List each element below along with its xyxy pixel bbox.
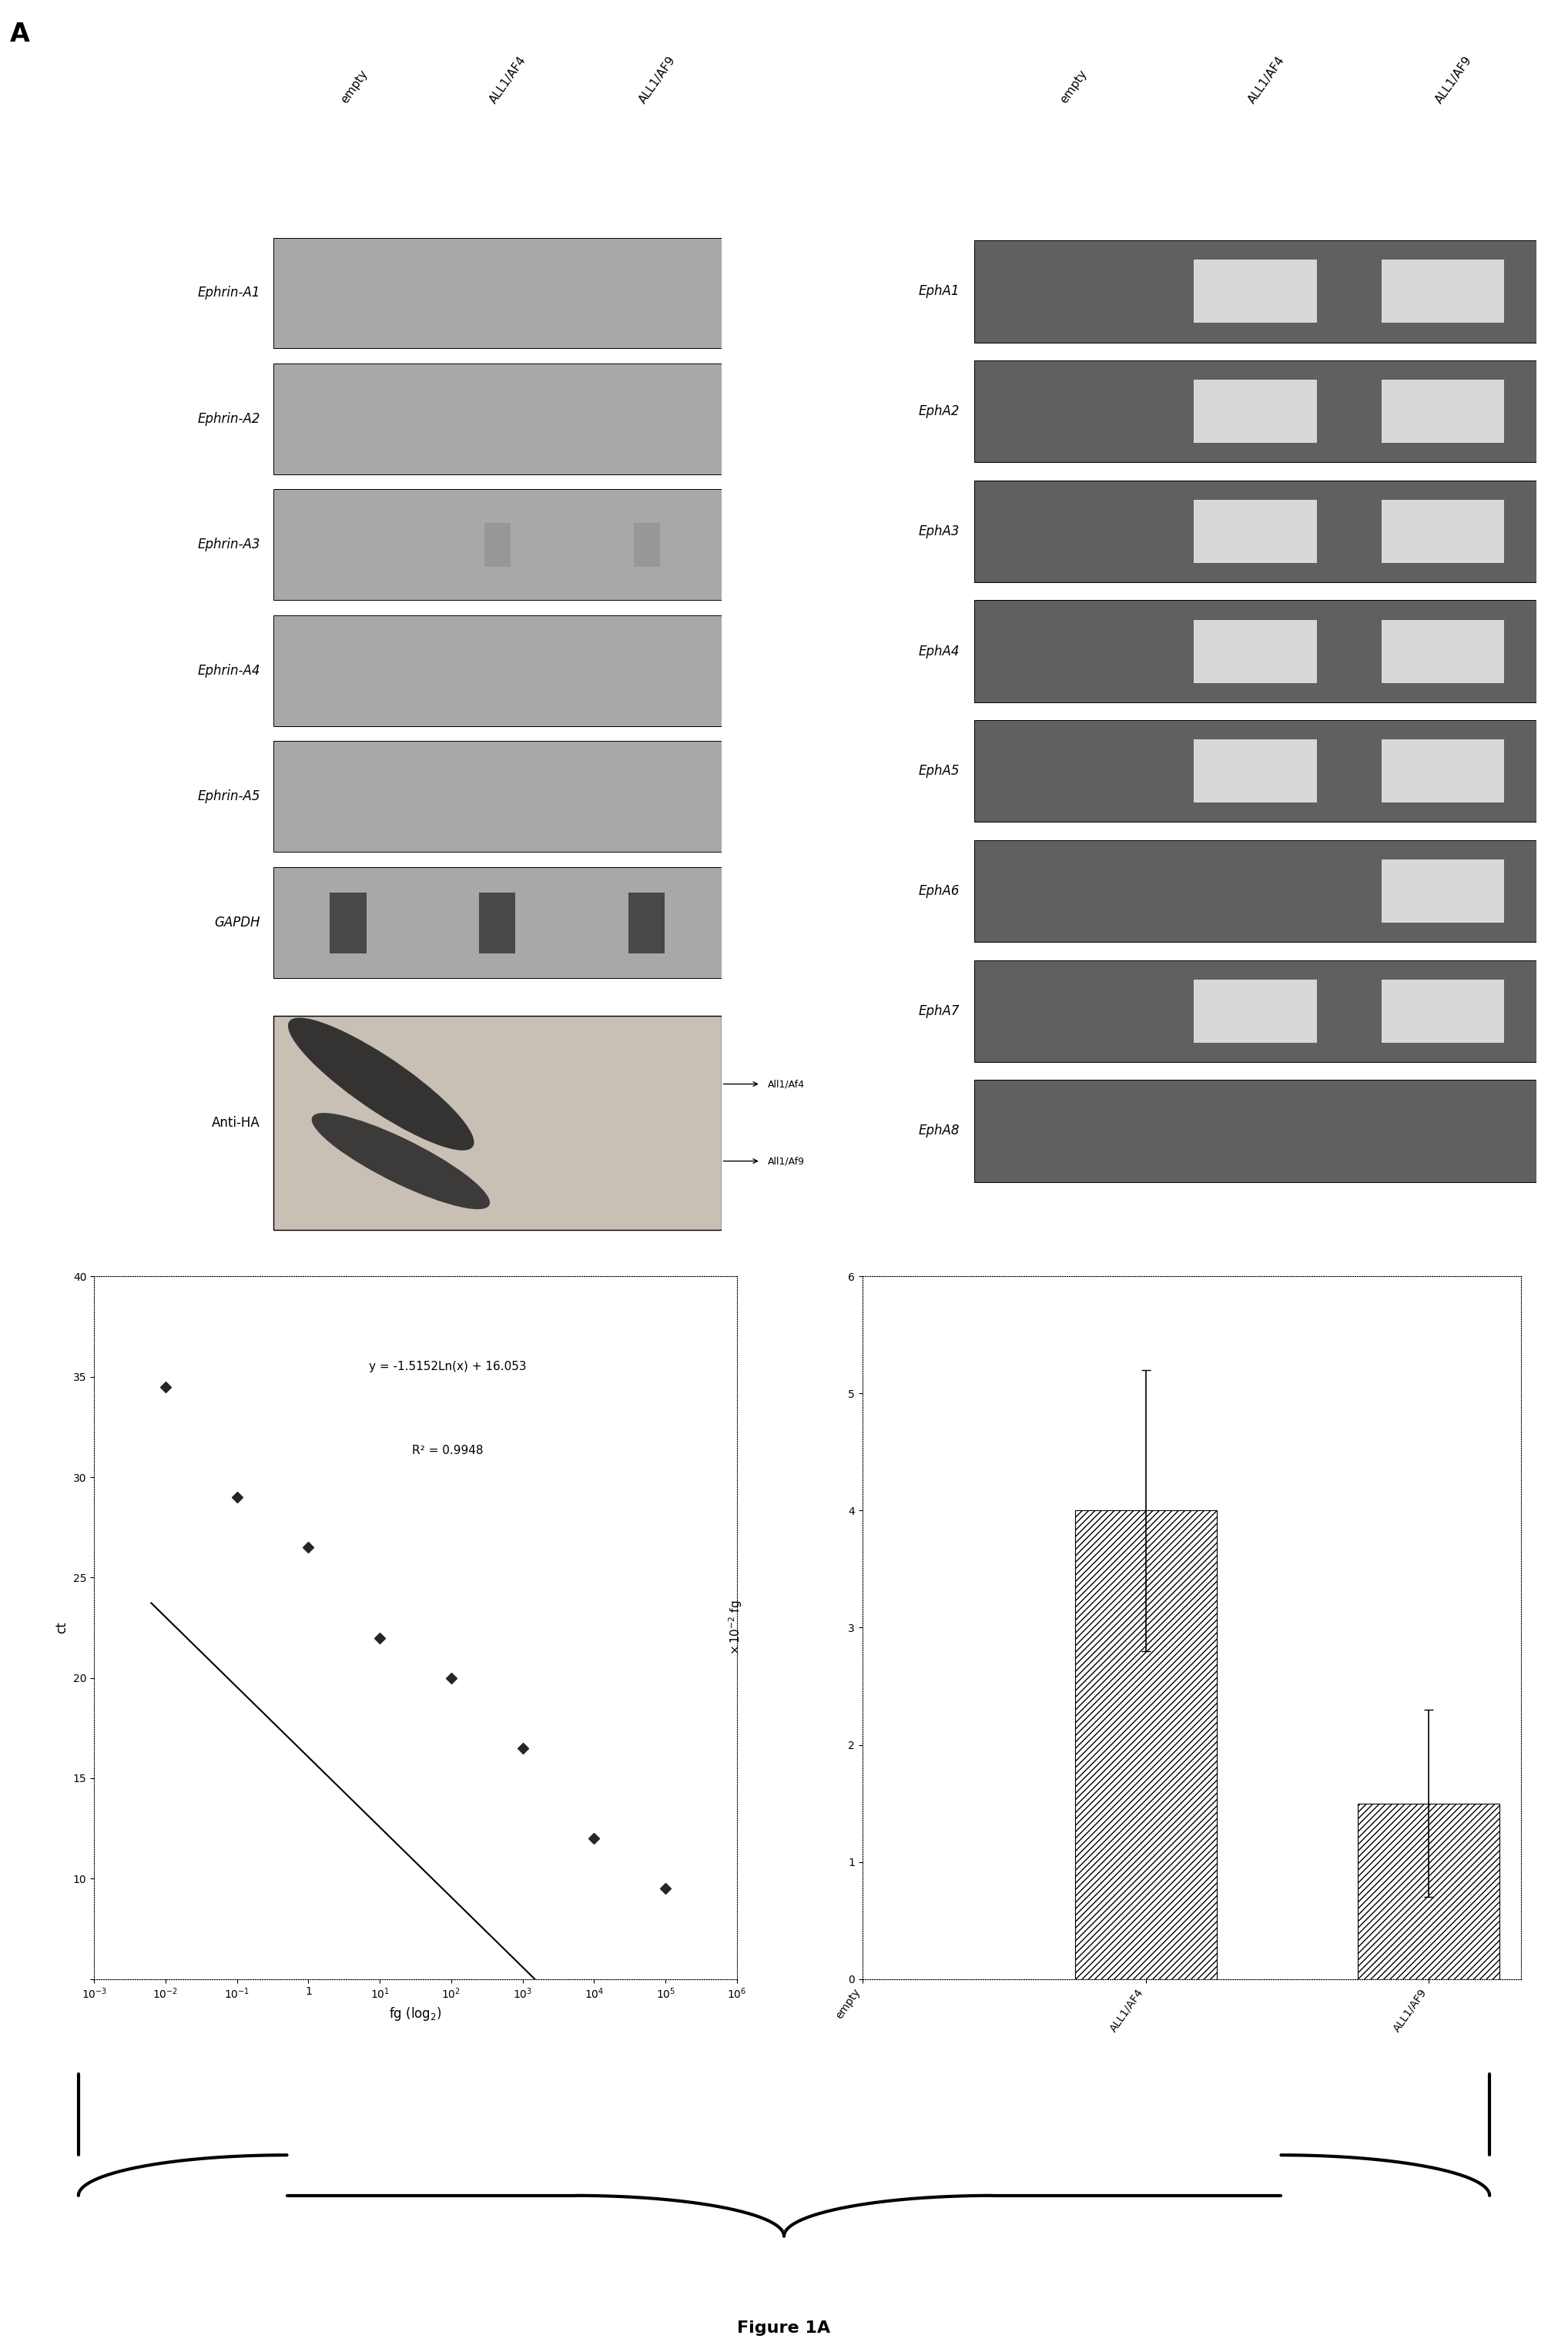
Bar [273, 867, 721, 979]
Bar [485, 522, 511, 567]
Text: EphA4: EphA4 [919, 644, 960, 658]
Text: EphA2: EphA2 [919, 405, 960, 419]
X-axis label: fg (log$_2$): fg (log$_2$) [389, 2005, 442, 2021]
Bar [1381, 979, 1504, 1042]
Bar [1195, 499, 1317, 562]
Ellipse shape [289, 1019, 474, 1150]
Bar [1381, 260, 1504, 323]
Text: Ephrin-A4: Ephrin-A4 [198, 663, 260, 677]
Bar [629, 892, 665, 953]
Bar [273, 363, 721, 473]
Ellipse shape [312, 1112, 489, 1208]
Text: A: A [9, 21, 30, 47]
Text: empty: empty [339, 68, 370, 105]
Bar [974, 241, 1537, 342]
Text: ALL1/AF4: ALL1/AF4 [488, 54, 528, 105]
Text: EphA6: EphA6 [919, 885, 960, 897]
Bar [273, 616, 721, 726]
Text: EphA5: EphA5 [919, 763, 960, 778]
Bar [329, 892, 367, 953]
Bar [1195, 740, 1317, 803]
Bar [974, 600, 1537, 703]
Text: All1/Af4: All1/Af4 [767, 1080, 804, 1089]
Bar [974, 721, 1537, 822]
Bar [1195, 260, 1317, 323]
Bar [1381, 499, 1504, 562]
Bar [273, 489, 721, 600]
Text: EphA3: EphA3 [919, 525, 960, 539]
Text: R² = 0.9948: R² = 0.9948 [412, 1445, 483, 1457]
Bar [480, 892, 516, 953]
Bar [273, 237, 721, 349]
Bar [273, 740, 721, 852]
Text: Figure 1A: Figure 1A [737, 2321, 831, 2335]
Y-axis label: ct: ct [55, 1621, 69, 1635]
Bar [974, 361, 1537, 461]
Bar [974, 1080, 1537, 1183]
Bar [1074, 1511, 1217, 1979]
Bar [974, 841, 1537, 941]
Text: ALL1/AF9: ALL1/AF9 [1433, 54, 1474, 105]
Bar [1381, 621, 1504, 684]
Bar [1195, 979, 1317, 1042]
Bar [1381, 740, 1504, 803]
Bar [1195, 379, 1317, 443]
Bar [273, 1016, 721, 1230]
Text: ALL1/AF9: ALL1/AF9 [637, 54, 677, 105]
Text: empty: empty [1058, 68, 1090, 105]
Text: Ephrin-A1: Ephrin-A1 [198, 286, 260, 300]
Bar [974, 960, 1537, 1061]
Bar [1381, 860, 1504, 923]
Bar [1195, 621, 1317, 684]
Text: y = -1.5152Ln(x) + 16.053: y = -1.5152Ln(x) + 16.053 [368, 1361, 527, 1372]
Text: GAPDH: GAPDH [215, 916, 260, 930]
Bar [1381, 379, 1504, 443]
Text: EphA8: EphA8 [919, 1124, 960, 1138]
Bar [1358, 1803, 1499, 1979]
Text: ALL1/AF4: ALL1/AF4 [1247, 54, 1287, 105]
Text: EphA1: EphA1 [919, 283, 960, 297]
Text: Anti-HA: Anti-HA [212, 1115, 260, 1129]
Y-axis label: $\times\,10^{-2}$ fg: $\times\,10^{-2}$ fg [728, 1600, 743, 1656]
Text: Ephrin-A5: Ephrin-A5 [198, 789, 260, 803]
Bar [974, 480, 1537, 583]
Text: Ephrin-A3: Ephrin-A3 [198, 539, 260, 553]
Text: Ephrin-A2: Ephrin-A2 [198, 412, 260, 426]
Text: EphA7: EphA7 [919, 1005, 960, 1019]
Text: All1/Af9: All1/Af9 [767, 1157, 804, 1166]
Bar [633, 522, 660, 567]
